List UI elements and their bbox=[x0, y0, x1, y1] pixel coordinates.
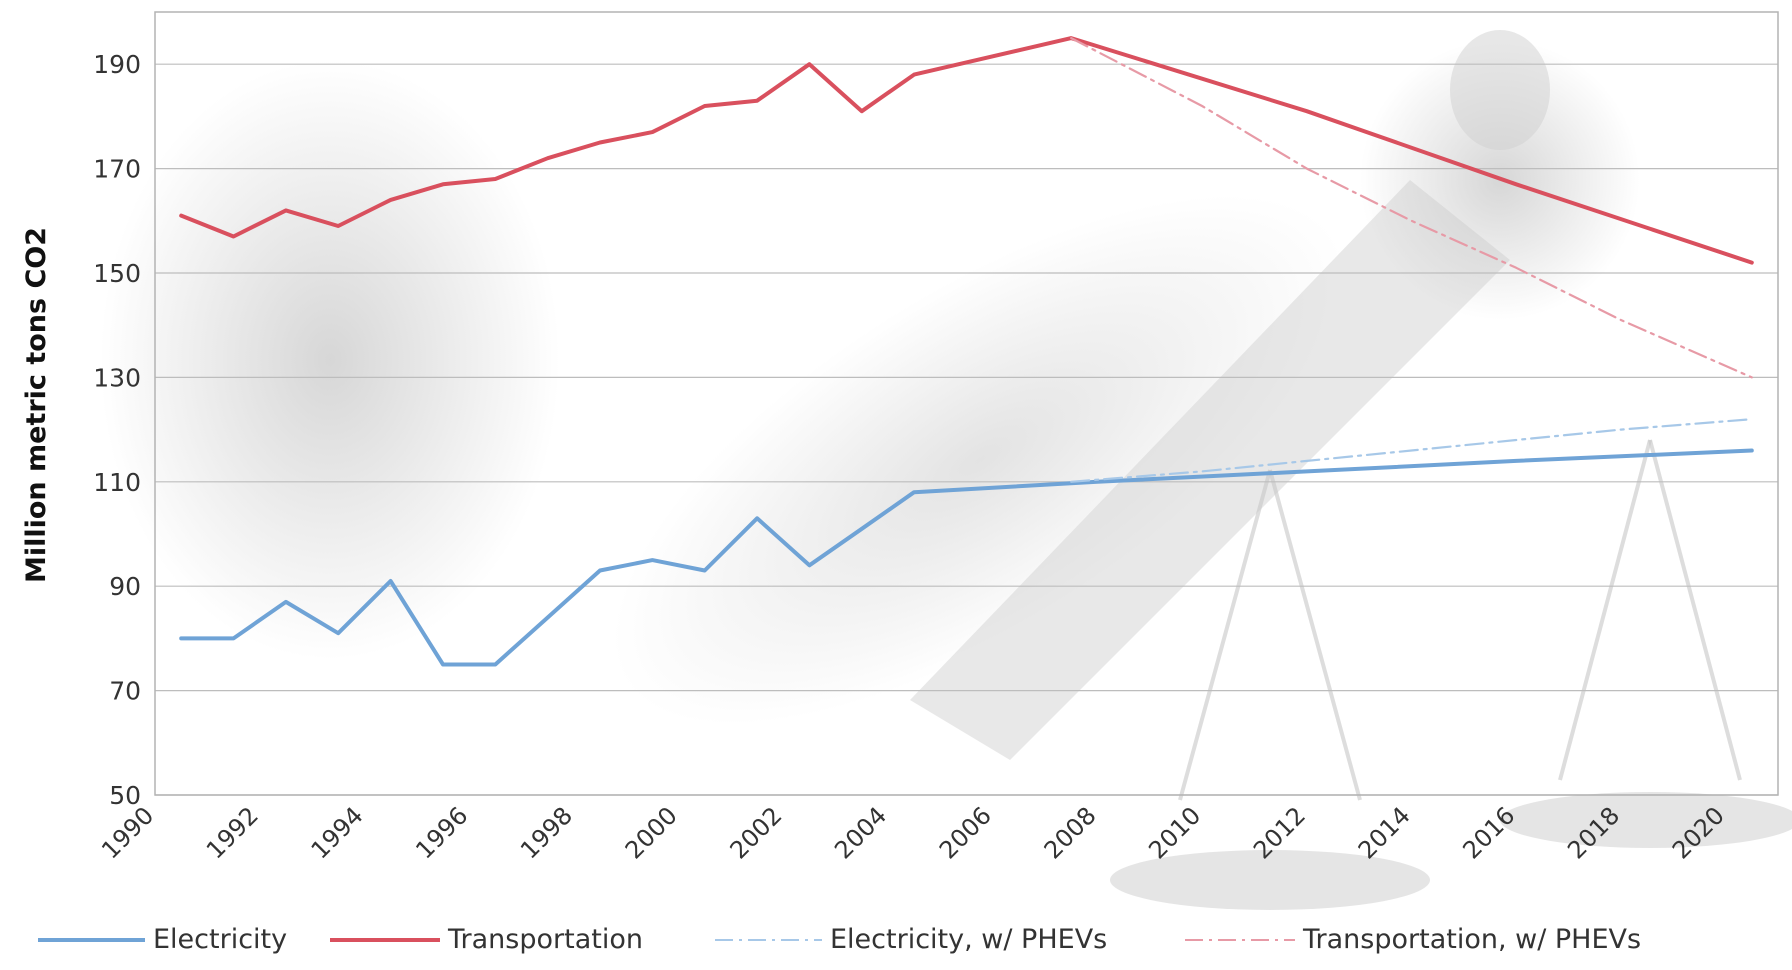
legend-label: Transportation bbox=[447, 924, 643, 955]
background-figure bbox=[100, 30, 1792, 910]
legend-label: Transportation, w/ PHEVs bbox=[1302, 924, 1641, 955]
y-tick-label: 50 bbox=[109, 781, 141, 810]
y-tick-label: 150 bbox=[93, 259, 141, 288]
x-tick-label: 1996 bbox=[410, 801, 473, 864]
legend-label: Electricity bbox=[153, 924, 287, 955]
y-tick-label: 130 bbox=[93, 363, 141, 392]
y-axis-label: Million metric tons CO2 bbox=[21, 227, 52, 583]
x-tick-label: 2006 bbox=[934, 801, 997, 864]
x-tick-label: 1992 bbox=[201, 801, 264, 864]
series-group bbox=[179, 36, 1754, 667]
x-tick-label: 2014 bbox=[1353, 801, 1416, 864]
x-tick-label: 2000 bbox=[620, 801, 683, 864]
y-tick-label: 170 bbox=[93, 155, 141, 184]
x-tick-label: 1990 bbox=[96, 801, 159, 864]
legend: Electricity Transportation Electricity, w/… bbox=[38, 924, 1641, 955]
y-tick-label: 90 bbox=[109, 572, 141, 601]
series-line-3 bbox=[1070, 418, 1753, 483]
x-tick-label: 2002 bbox=[725, 801, 788, 864]
x-tick-label: 2004 bbox=[829, 801, 892, 864]
plot-frame bbox=[154, 11, 1779, 796]
series-line-1 bbox=[179, 448, 1754, 667]
x-tick-label: 2008 bbox=[1039, 801, 1102, 864]
y-tick-label: 110 bbox=[93, 468, 141, 497]
x-tick-label: 1994 bbox=[306, 801, 369, 864]
legend-label: Electricity, w/ PHEVs bbox=[830, 924, 1107, 955]
y-tick-label: 190 bbox=[93, 50, 141, 79]
y-tick-label: 70 bbox=[109, 677, 141, 706]
x-tick-label: 1998 bbox=[515, 801, 578, 864]
series-line-4 bbox=[1070, 36, 1753, 379]
